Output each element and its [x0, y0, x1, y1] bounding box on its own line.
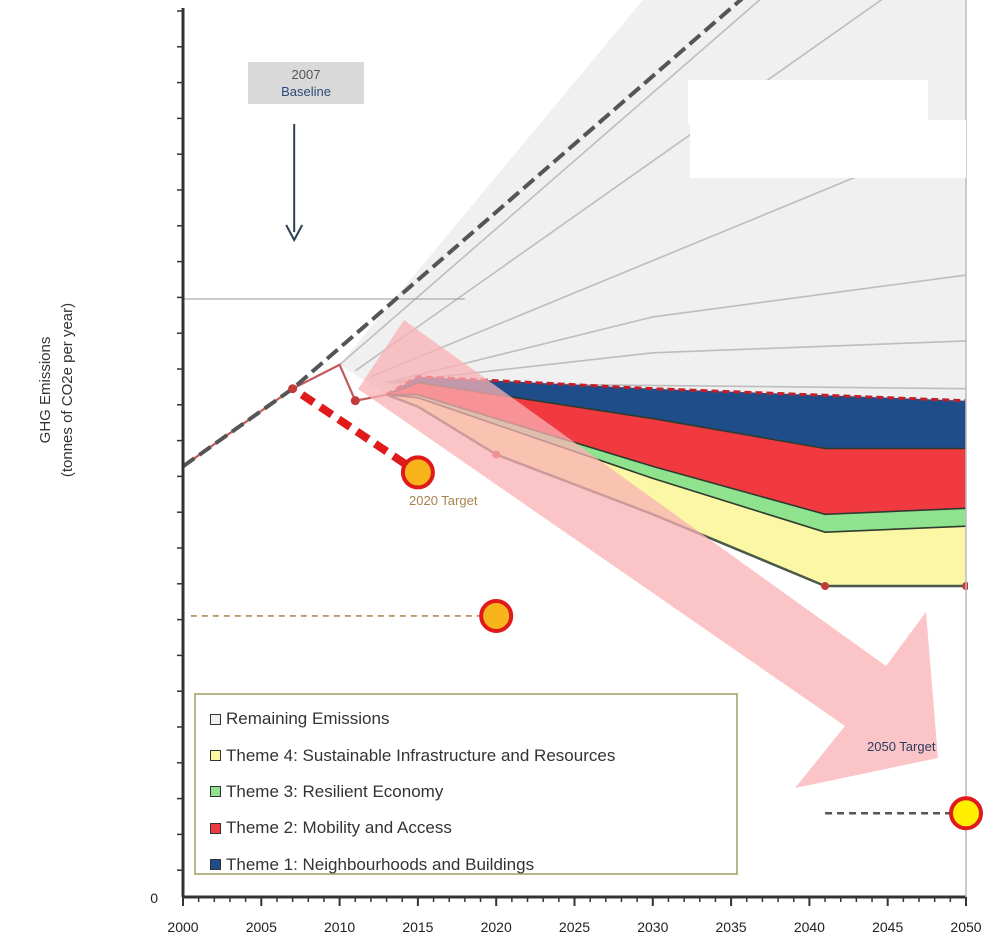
y-axis-title: GHG Emissions (tonnes of CO2e per year)	[12, 140, 102, 640]
history-line	[183, 363, 387, 468]
target-path-dotted	[299, 391, 421, 476]
x-tick-label-2030: 2030	[637, 919, 668, 935]
legend-label-theme2: Theme 2: Mobility and Access	[226, 818, 452, 838]
legend-item-theme3: Theme 3: Resilient Economy	[210, 774, 736, 810]
y-axis-title-line1: GHG Emissions	[37, 336, 54, 444]
baseline-marker	[288, 384, 298, 394]
legend-item-theme4: Theme 4: Sustainable Infrastructure and …	[210, 737, 736, 773]
legend-item-remaining: Remaining Emissions	[210, 701, 736, 737]
baseline-year: 2007	[291, 67, 321, 82]
x-tick-label-2015: 2015	[402, 919, 433, 935]
x-tick-label-2000: 2000	[167, 919, 198, 935]
target-2050-label: 2050 Target	[867, 739, 936, 754]
legend-label-remaining: Remaining Emissions	[226, 709, 390, 729]
target-point-2	[479, 598, 514, 633]
bau-dashed-line	[183, 0, 744, 469]
area-theme1	[386, 376, 967, 449]
occlusion-block-1	[688, 80, 928, 124]
target-point-1	[400, 455, 435, 490]
area-theme3	[386, 394, 967, 533]
chart-legend: Remaining Emissions Theme 4: Sustainable…	[194, 693, 738, 875]
baseline-arrow-head	[285, 224, 304, 243]
pathway-arrow	[358, 320, 938, 788]
x-tick-label-2040: 2040	[794, 919, 825, 935]
legend-item-theme1: Theme 1: Neighbourhoods and Buildings	[210, 847, 736, 883]
y-axis-title-line2: (tonnes of CO2e per year)	[59, 302, 76, 478]
baseline-callout: 2007 Baseline	[248, 62, 364, 104]
x-tick-label-2050: 2050	[950, 919, 981, 935]
legend-swatch-theme3	[210, 786, 221, 798]
area-remaining-emissions	[339, 0, 966, 401]
x-tick-label-2020: 2020	[481, 919, 512, 935]
legend-swatch-theme2	[210, 822, 221, 834]
occlusion-block-2	[690, 120, 966, 178]
target-2020-label: 2020 Target	[409, 493, 478, 508]
theme4-marker-2	[821, 582, 830, 591]
legend-label-theme3: Theme 3: Resilient Economy	[226, 781, 444, 801]
history-marker	[350, 396, 360, 406]
y-tick-label-0: 0	[150, 890, 158, 906]
remaining-line-4	[386, 274, 967, 384]
legend-item-theme2: Theme 2: Mobility and Access	[210, 810, 736, 846]
legend-swatch-remaining	[210, 713, 221, 725]
legend-swatch-theme4	[210, 750, 221, 762]
x-tick-label-2035: 2035	[716, 919, 747, 935]
legend-label-theme4: Theme 4: Sustainable Infrastructure and …	[226, 745, 616, 765]
remaining-line-1	[339, 0, 761, 366]
x-tick-label-2025: 2025	[559, 919, 590, 935]
legend-label-theme1: Theme 1: Neighbourhoods and Buildings	[226, 854, 535, 874]
target-point-3	[949, 796, 983, 831]
x-tick-label-2010: 2010	[324, 919, 355, 935]
baseline-label: Baseline	[281, 84, 331, 99]
legend-swatch-theme1	[210, 859, 221, 871]
x-tick-label-2045: 2045	[872, 919, 903, 935]
x-tick-label-2005: 2005	[246, 919, 277, 935]
